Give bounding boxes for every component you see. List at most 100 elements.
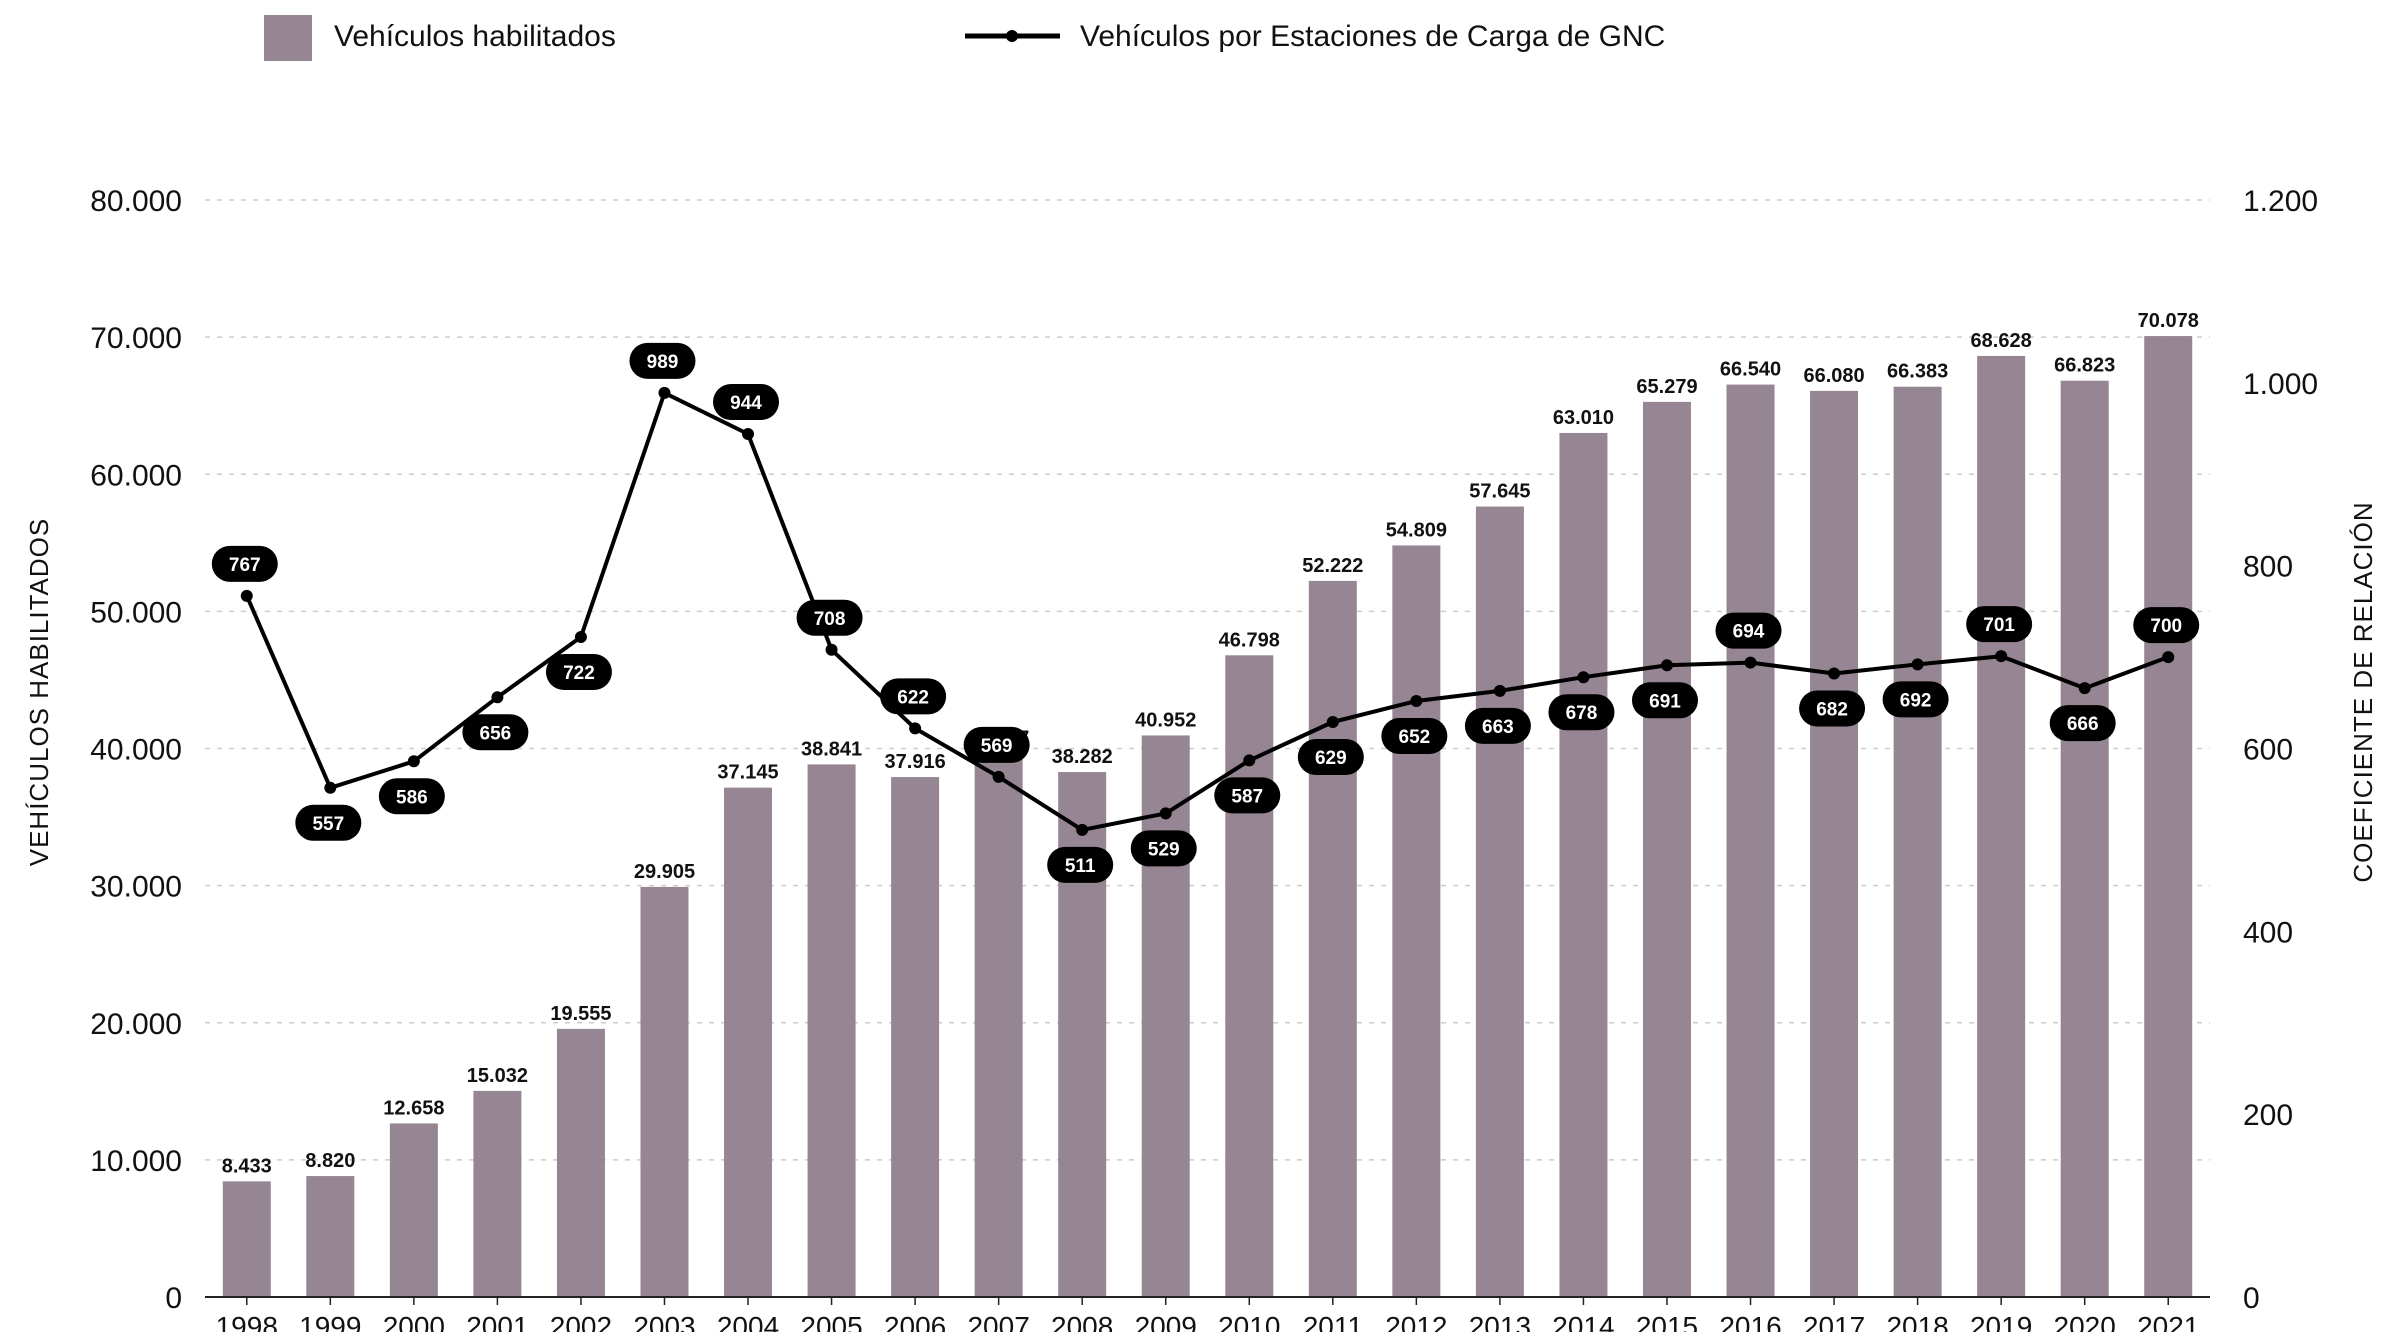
bar — [556, 1028, 605, 1297]
x-tick-label: 2003 — [633, 1311, 695, 1332]
x-tick-label: 2017 — [1803, 1311, 1865, 1332]
line-value-badge — [1631, 682, 1698, 719]
x-tick-label: 2006 — [884, 1311, 946, 1332]
line-point — [491, 691, 504, 704]
line-point — [1493, 684, 1506, 697]
line-point — [1159, 807, 1172, 820]
bars — [222, 336, 2193, 1298]
line-value-label: 557 — [312, 814, 344, 835]
bar-value-label: 54.809 — [1386, 519, 1447, 541]
line-value-label: 678 — [1566, 703, 1598, 724]
y-tick-label-right: 600 — [2243, 734, 2293, 767]
bar — [807, 764, 856, 1297]
line-value-label: 722 — [563, 663, 595, 684]
x-tick-label: 2008 — [1051, 1311, 1113, 1332]
line-point — [324, 781, 337, 794]
y-tick-label-left: 40.000 — [90, 734, 182, 767]
line-labels: 767 557 586 656 722 989 944 708 622 569 511 529 587 6… — [211, 342, 2200, 883]
bar-value-label: 52.222 — [1302, 555, 1363, 577]
line-value-badge — [713, 384, 780, 421]
legend-line-marker — [1006, 30, 1018, 42]
line-value-label: 944 — [730, 393, 762, 414]
legend-swatch-bars — [264, 15, 312, 61]
bar-value-label: 38.841 — [801, 738, 862, 760]
bar-value-label: 8.433 — [222, 1155, 272, 1177]
y-axis-title-left: VEHÍCULOS HABILITADOS — [24, 518, 54, 867]
bar — [640, 886, 689, 1297]
bar-value-label: 66.383 — [1887, 361, 1948, 383]
bar-value-label: 19.555 — [550, 1003, 611, 1025]
x-tick-label: 2014 — [1552, 1311, 1614, 1332]
line-value-label: 708 — [814, 609, 846, 630]
line-point — [407, 755, 420, 768]
bar-value-label: 38.282 — [1052, 746, 1113, 768]
line-value-badge — [1130, 830, 1197, 867]
line-point — [2078, 682, 2091, 695]
x-tick-label: 2010 — [1218, 1311, 1280, 1332]
bar-value-label: 40.952 — [1135, 709, 1196, 731]
series-line — [244, 390, 2169, 832]
bar-value-label: 66.080 — [1803, 365, 1864, 387]
x-tick-label: 2011 — [1303, 1311, 1363, 1332]
x-tick-label: 2021 — [2137, 1311, 2199, 1332]
bar-value-label: 66.540 — [1720, 359, 1781, 381]
bar-value-label: 63.010 — [1553, 407, 1614, 429]
bar — [1141, 735, 1190, 1297]
bar-value-label: 65.279 — [1636, 376, 1697, 398]
line-value-label: 694 — [1733, 622, 1765, 643]
x-tick-label: 1999 — [299, 1311, 361, 1332]
bar — [306, 1176, 355, 1297]
x-tick-label: 2000 — [383, 1311, 445, 1332]
x-tick-label: 2005 — [800, 1311, 862, 1332]
y-tick-label-left: 10.000 — [90, 1145, 182, 1178]
line-value-badge — [796, 599, 863, 636]
y-tick-label-left: 0 — [165, 1282, 182, 1315]
x-tick-label: 2012 — [1385, 1311, 1447, 1332]
line-value-badge — [1464, 707, 1531, 744]
bar — [1559, 432, 1608, 1298]
bar-value-label: 37.916 — [885, 751, 946, 773]
line-point — [1326, 715, 1339, 728]
bar-labels: 8.433 8.820 12.658 15.032 19.555 29.905 37.145… — [222, 310, 2199, 1177]
line-value-label: 701 — [1983, 615, 2015, 636]
line-value-label: 692 — [1900, 690, 1932, 711]
line-point — [658, 386, 671, 399]
x-tick-label: 2020 — [2054, 1311, 2116, 1332]
line-point — [909, 722, 922, 735]
line-value-label: 666 — [2067, 714, 2099, 735]
y-tick-label-right: 400 — [2243, 916, 2293, 949]
x-tick-label: 2009 — [1135, 1311, 1197, 1332]
y-tick-label-right: 1.000 — [2243, 368, 2318, 401]
bar — [1308, 580, 1357, 1297]
y-tick-label-left: 60.000 — [90, 459, 182, 492]
line-value-badge — [295, 804, 362, 841]
line-value-badge — [1548, 694, 1615, 731]
bar — [2144, 336, 2193, 1297]
line-value-label: 529 — [1148, 839, 1180, 860]
line-point — [1243, 754, 1256, 767]
line-value-badge — [378, 778, 445, 815]
x-tick-label: 2002 — [550, 1311, 612, 1332]
line-value-badge — [1715, 612, 1782, 649]
y-tick-label-right: 0 — [2243, 1282, 2260, 1315]
line-value-badge — [2049, 705, 2116, 742]
line-point — [992, 770, 1005, 783]
gridlines — [205, 199, 2210, 1161]
line-point — [1911, 658, 1924, 671]
bar — [974, 753, 1023, 1297]
line-value-badge — [1297, 738, 1364, 775]
bar — [2060, 380, 2109, 1298]
line-value-label: 622 — [897, 687, 929, 708]
line-point — [1744, 656, 1757, 669]
bar-value-label: 46.798 — [1219, 629, 1280, 651]
bar-value-label: 37.145 — [717, 762, 778, 784]
line-value-label: 691 — [1649, 691, 1681, 712]
x-tick-label: 2019 — [1970, 1311, 2032, 1332]
legend-label-bars: Vehículos habilitados — [334, 20, 616, 53]
bar-value-label: 70.078 — [2138, 310, 2199, 332]
bar — [724, 787, 773, 1297]
x-tick-label: 2015 — [1636, 1311, 1698, 1332]
line-point — [240, 589, 253, 602]
line-value-badge — [462, 714, 529, 751]
